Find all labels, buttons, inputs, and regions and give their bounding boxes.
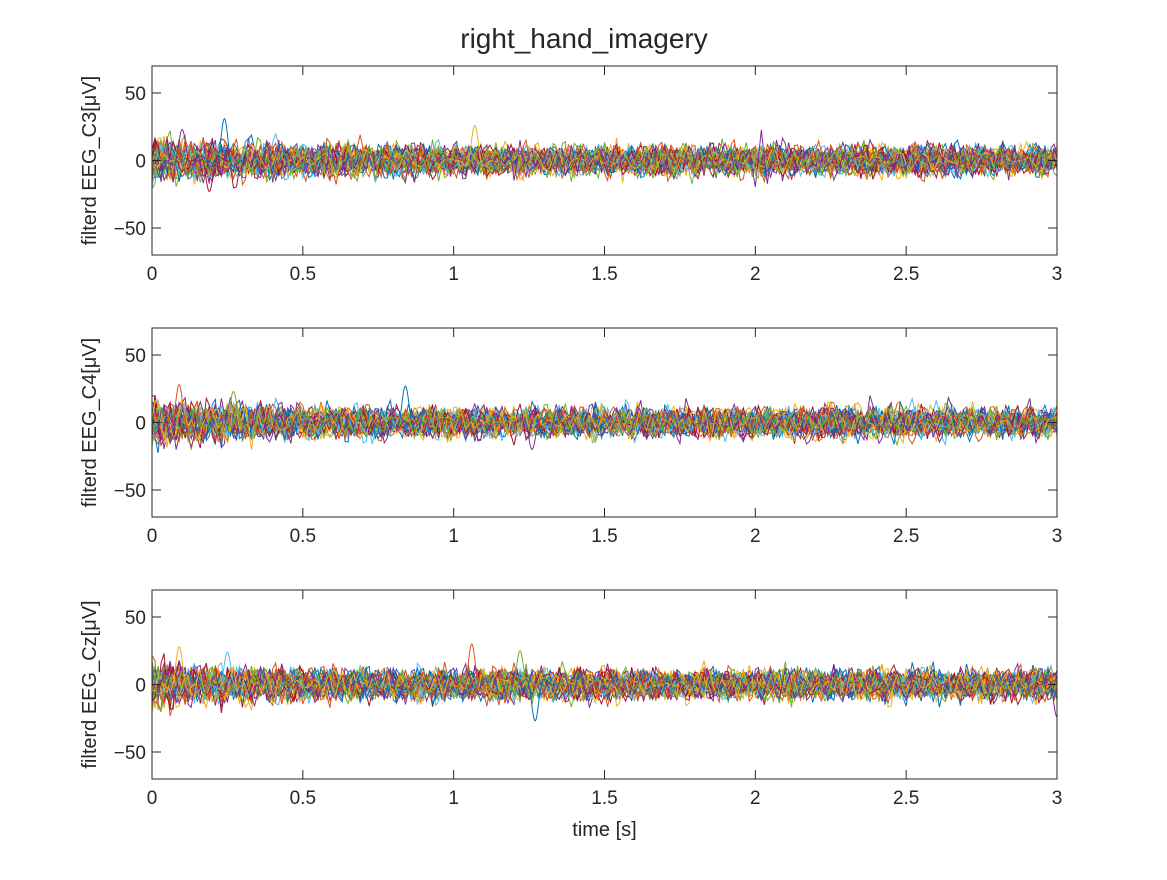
eeg-peak-trace <box>164 128 201 166</box>
eeg-trace <box>152 139 1057 182</box>
traces <box>152 643 1057 722</box>
eeg-peak-trace <box>387 385 424 429</box>
eeg-peak-trace <box>501 650 539 691</box>
x-tick-label: 2.5 <box>893 264 919 285</box>
y-tick-label: 0 <box>135 676 146 697</box>
eeg-peak-trace <box>206 117 243 168</box>
subplot-3: 0 0.5 1 1.5 2 2.5 3 −50 0 50 filterd EEG_Cz[μV]tim… <box>79 589 1063 841</box>
x-tick-label: 1.5 <box>591 526 617 547</box>
subplot-2: 0 0.5 1 1.5 2 2.5 3 −50 0 50 filterd EEG_C4[μV] <box>79 327 1063 547</box>
eeg-trace <box>152 403 1057 441</box>
y-tick-label: −50 <box>114 481 146 502</box>
eeg-trace <box>152 662 1057 709</box>
traces <box>152 383 1057 454</box>
x-tick-label: 1.5 <box>591 264 617 285</box>
x-tick-label: 3 <box>1052 264 1063 285</box>
eeg-trace <box>152 406 1057 447</box>
x-tick-label: 2.5 <box>893 526 919 547</box>
x-tick-label: 2 <box>750 788 761 809</box>
eeg-peak-trace <box>1038 679 1057 718</box>
y-tick-label: 0 <box>135 152 146 173</box>
figure-title: right_hand_imagery <box>460 23 708 54</box>
x-tick-label: 0.5 <box>290 526 316 547</box>
x-tick-label: 0.5 <box>290 788 316 809</box>
x-tick-label: 2 <box>750 526 761 547</box>
x-tick-label: 0 <box>147 264 158 285</box>
eeg-trace <box>152 404 1057 444</box>
eeg-peak-trace <box>209 651 246 690</box>
eeg-trace <box>152 398 1057 450</box>
y-axis-label: filterd EEG_C4[μV] <box>79 338 101 507</box>
x-tick-label: 0 <box>147 526 158 547</box>
eeg-peak-trace <box>456 124 493 167</box>
eeg-peak-trace <box>161 645 198 691</box>
y-axis-label: filterd EEG_Cz[μV] <box>79 600 101 768</box>
y-tick-label: −50 <box>114 743 146 764</box>
y-tick-label: 50 <box>125 346 146 367</box>
eeg-trace <box>152 129 1057 188</box>
y-tick-label: −50 <box>114 219 146 240</box>
x-tick-label: 1 <box>448 526 459 547</box>
eeg-trace <box>152 665 1057 704</box>
x-tick-label: 1 <box>448 264 459 285</box>
x-tick-label: 0 <box>147 788 158 809</box>
eeg-trace <box>152 134 1057 181</box>
eeg-peak-trace <box>191 155 228 193</box>
y-tick-label: 0 <box>135 414 146 435</box>
traces <box>152 117 1057 193</box>
y-tick-label: 50 <box>125 608 146 629</box>
eeg-peak-trace <box>516 678 554 722</box>
eeg-trace <box>152 659 1057 713</box>
x-tick-label: 1 <box>448 788 459 809</box>
eeg-peak-trace <box>513 417 551 451</box>
eeg-peak-trace <box>215 390 252 428</box>
x-tick-label: 2.5 <box>893 788 919 809</box>
subplot-1: 0 0.5 1 1.5 2 2.5 3 −50 0 50 filterd EEG_C3[μV] <box>79 65 1063 285</box>
x-tick-label: 2 <box>750 264 761 285</box>
x-tick-label: 3 <box>1052 526 1063 547</box>
eeg-peak-trace <box>161 383 198 429</box>
eeg-trace <box>152 664 1057 704</box>
y-axis-label: filterd EEG_C3[μV] <box>79 76 101 245</box>
x-axis-label: time [s] <box>572 819 636 841</box>
x-tick-label: 0.5 <box>290 264 316 285</box>
x-tick-label: 1.5 <box>591 788 617 809</box>
eeg-peak-trace <box>453 643 490 692</box>
y-tick-label: 50 <box>125 84 146 105</box>
eeg-trace <box>152 139 1057 183</box>
x-tick-label: 3 <box>1052 788 1063 809</box>
